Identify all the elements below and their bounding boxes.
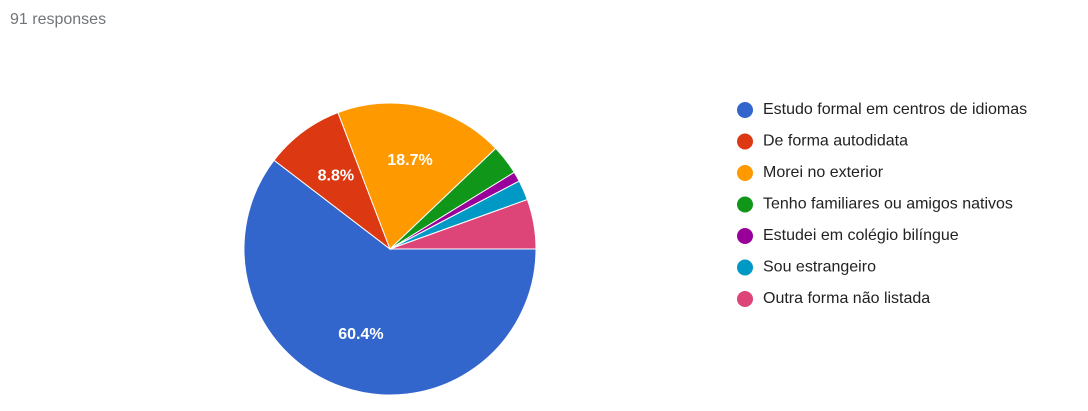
legend-label: Morei no exterior	[763, 164, 884, 181]
legend-label: Estudo formal em centros de idiomas	[763, 101, 1027, 118]
legend-marker	[737, 102, 753, 118]
legend-marker	[737, 291, 753, 307]
slice-label: 60.4%	[338, 326, 383, 343]
legend-label: Estudei em colégio bilíngue	[763, 227, 959, 244]
legend-marker	[737, 196, 753, 213]
legend-marker	[737, 228, 753, 244]
pie-slice	[273, 111, 392, 251]
pie-slice	[337, 102, 497, 250]
legend-marker	[737, 165, 753, 181]
legend-label: Outra forma não listada	[763, 290, 930, 307]
legend-marker	[737, 259, 753, 276]
legend-label: Tenho familiares ou amigos nativos	[763, 196, 1013, 213]
slice-label: 8.8%	[318, 168, 354, 185]
slice-label: 18.7%	[387, 152, 432, 169]
response-count: 91 responses	[10, 11, 106, 28]
pie-slice	[389, 198, 537, 250]
legend-label: De forma autodidata	[763, 133, 908, 150]
pie-slice	[243, 159, 537, 396]
legend-label: Sou estrangeiro	[763, 259, 876, 276]
legend-marker	[737, 133, 753, 150]
